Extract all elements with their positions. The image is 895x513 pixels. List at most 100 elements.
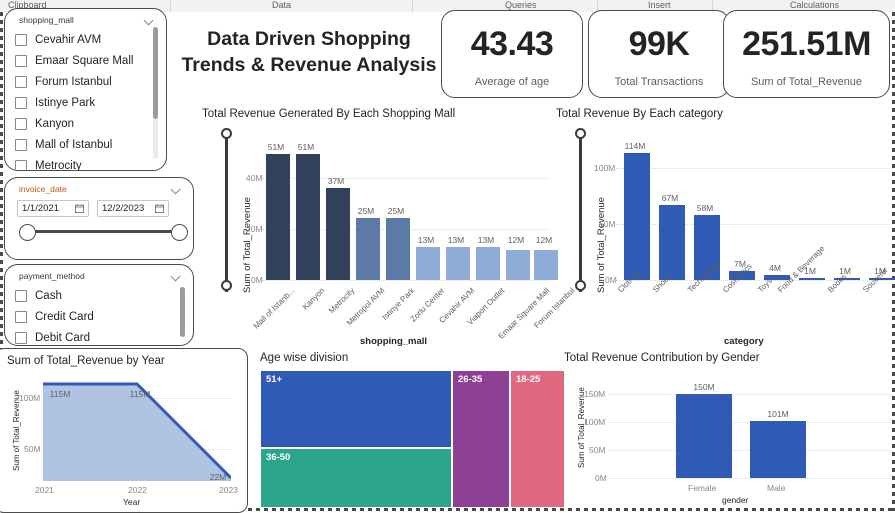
slicer-shopping-mall[interactable]: shopping_mall Cevahir AVM Emaar Square M… [4, 8, 167, 171]
chart-revenue-by-year[interactable]: Sum of Total_Revenue by Year Sum of Tota… [0, 348, 248, 513]
treemap-label: 51+ [266, 374, 283, 385]
slicer-item-label: Forum Istanbul [35, 75, 112, 88]
bar[interactable] [296, 154, 320, 280]
bar[interactable] [676, 394, 732, 478]
chart-age-division[interactable]: Age wise division 51+ 36-50 26-35 18-25 [258, 348, 568, 513]
bar[interactable] [506, 250, 530, 280]
chart-category-revenue[interactable]: Total Revenue By Each category Sum of To… [554, 108, 895, 348]
checkbox-icon[interactable] [15, 310, 27, 323]
slicer-scrollbar-thumb[interactable] [180, 287, 185, 337]
gridline [616, 168, 892, 169]
chart-slider-handle-top[interactable] [221, 128, 232, 139]
calendar-icon[interactable] [155, 204, 164, 213]
slicer-payment-method[interactable]: payment_method Cash Credit Card Debit Ca… [4, 264, 194, 346]
treemap-cell-18-25[interactable]: 18-25 [510, 370, 565, 508]
kpi-label: Sum of Total_Revenue [750, 76, 863, 88]
y-tick-label: 100M [594, 163, 616, 173]
bar[interactable] [764, 275, 790, 280]
x-tick-label: 2022 [128, 485, 147, 495]
bar[interactable] [386, 218, 410, 280]
chart-mall-revenue[interactable]: Total Revenue Generated By Each Shopping… [200, 108, 576, 348]
bar-value-label: 25M [387, 206, 405, 216]
checkbox-icon[interactable] [15, 331, 27, 344]
y-tick-label: 50M [599, 219, 616, 229]
checkbox-icon[interactable] [15, 159, 27, 170]
chevron-down-icon[interactable] [172, 185, 181, 194]
slicer-item-debit-card[interactable]: Debit Card [15, 327, 179, 345]
y-tick-label: 50M [24, 444, 41, 454]
ribbon-group-calculations[interactable]: Calculations [790, 0, 840, 10]
area-series[interactable] [43, 373, 231, 481]
calendar-icon[interactable] [75, 204, 84, 213]
ribbon-group-queries[interactable]: Queries [505, 0, 537, 10]
bar[interactable] [694, 215, 720, 280]
bar[interactable] [356, 218, 380, 280]
treemap-cell-36-50[interactable]: 36-50 [260, 448, 452, 508]
y-tick-label: 100M [19, 393, 41, 403]
chart-slider-handle-top[interactable] [575, 128, 586, 139]
ribbon-group-insert[interactable]: Insert [648, 0, 671, 10]
slicer-item-cevahir-avm[interactable]: Cevahir AVM [15, 29, 152, 50]
slicer-item-metrocity[interactable]: Metrocity [15, 155, 152, 170]
slicer-item-label: Istinye Park [35, 96, 96, 109]
date-slider-track[interactable] [27, 230, 179, 233]
kpi-value: 251.51M [742, 25, 871, 63]
chart-slider-handle-bottom[interactable] [221, 280, 232, 291]
checkbox-icon[interactable] [15, 117, 27, 130]
checkbox-icon[interactable] [15, 33, 27, 46]
kpi-card-average-age[interactable]: 43.43 Average of age [441, 10, 583, 98]
bar-value-label: 1M [839, 266, 851, 276]
x-axis-title: category [724, 336, 764, 347]
slicer-item-credit-card[interactable]: Credit Card [15, 306, 179, 327]
ribbon-divider [412, 0, 413, 12]
chart-gender-revenue[interactable]: Total Revenue Contribution by Gender Sum… [562, 348, 892, 513]
slicer-shopping-mall-header: shopping_mall [19, 15, 74, 25]
slicer-scrollbar-thumb[interactable] [153, 27, 158, 119]
y-tick-label: 0M [251, 275, 263, 285]
bar[interactable] [659, 205, 685, 280]
chevron-down-icon[interactable] [145, 16, 154, 25]
page-border-bottom [0, 508, 895, 511]
slicer-item-mall-of-istanbul[interactable]: Mall of Istanbul [15, 134, 152, 155]
slicer-item-forum-istanbul[interactable]: Forum Istanbul [15, 71, 152, 92]
bar[interactable] [750, 421, 806, 478]
treemap-cell-26-35[interactable]: 26-35 [452, 370, 510, 508]
date-start-input[interactable]: 1/1/2021 [17, 200, 89, 217]
checkbox-icon[interactable] [15, 289, 27, 302]
bar[interactable] [476, 247, 500, 280]
slicer-item-emaar-square-mall[interactable]: Emaar Square Mall [15, 50, 152, 71]
checkbox-icon[interactable] [15, 54, 27, 67]
slicer-invoice-date[interactable]: invoice_date 1/1/2021 12/2/2023 [4, 177, 194, 260]
bar[interactable] [869, 278, 895, 280]
treemap-cell-51-plus[interactable]: 51+ [260, 370, 452, 448]
date-slider-handle-start[interactable] [19, 224, 36, 241]
dashboard-title: Data Driven Shopping Trends & Revenue An… [178, 26, 440, 78]
checkbox-icon[interactable] [15, 75, 27, 88]
bar[interactable] [534, 250, 558, 280]
ribbon-group-clipboard[interactable]: Clipboard [8, 0, 47, 10]
slicer-item-cash[interactable]: Cash [15, 285, 179, 306]
bar[interactable] [729, 271, 755, 280]
bar[interactable] [834, 278, 860, 280]
data-point-label: 115M [129, 389, 151, 399]
bar[interactable] [416, 247, 440, 280]
kpi-card-total-transactions[interactable]: 99K Total Transactions [588, 10, 730, 98]
x-tick-label: 2021 [35, 485, 54, 495]
treemap-label: 18-25 [516, 374, 541, 385]
kpi-card-total-revenue[interactable]: 251.51M Sum of Total_Revenue [723, 10, 890, 98]
chevron-down-icon[interactable] [172, 272, 181, 281]
checkbox-icon[interactable] [15, 96, 27, 109]
checkbox-icon[interactable] [15, 138, 27, 151]
bar[interactable] [799, 278, 825, 280]
ribbon-group-data[interactable]: Data [272, 0, 292, 10]
date-end-input[interactable]: 12/2/2023 [97, 200, 169, 217]
date-slider-handle-end[interactable] [171, 224, 188, 241]
bar[interactable] [624, 153, 650, 280]
slicer-item-kanyon[interactable]: Kanyon [15, 113, 152, 134]
slicer-item-istinye-park[interactable]: Istinye Park [15, 92, 152, 113]
bar[interactable] [446, 247, 470, 280]
chart-slider-handle-bottom[interactable] [575, 280, 586, 291]
slicer-item-label: Cash [35, 289, 62, 302]
bar[interactable] [266, 154, 290, 280]
bar[interactable] [326, 188, 350, 280]
